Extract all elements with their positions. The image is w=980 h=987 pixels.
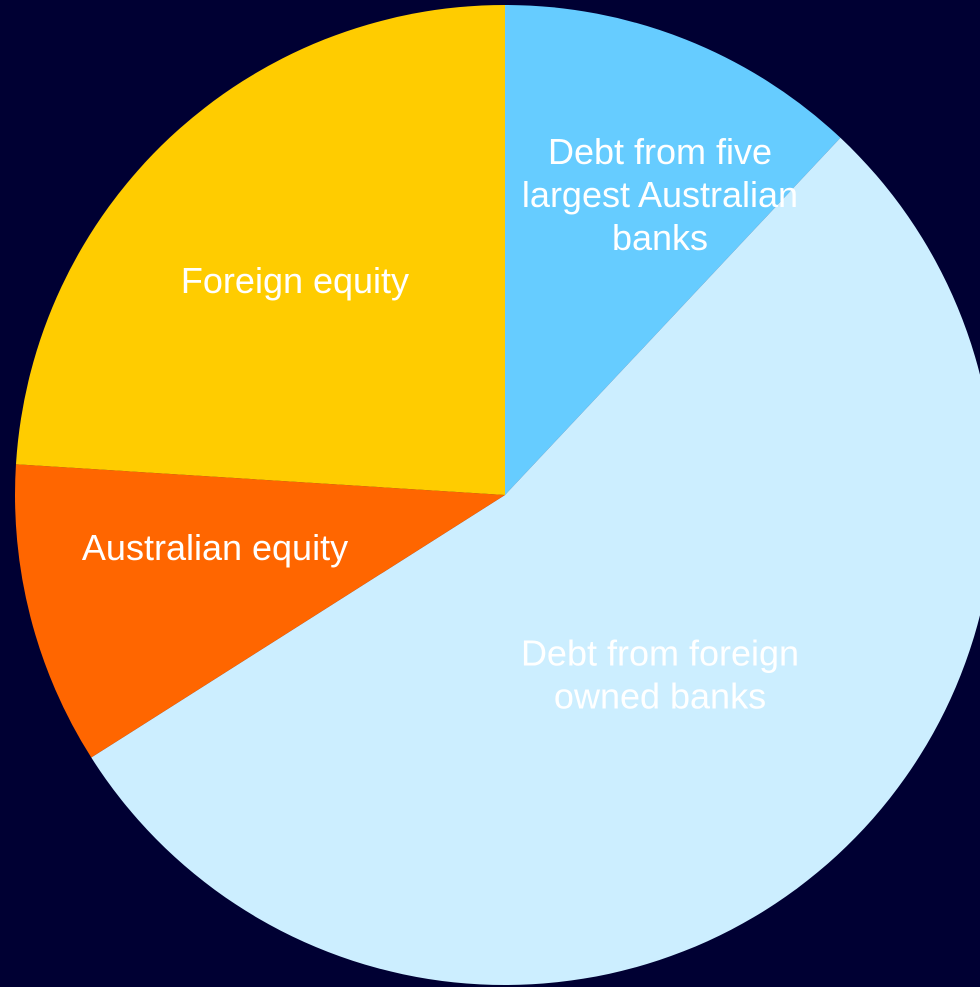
slice-label: Debt from five largest Australian banks (522, 131, 798, 258)
pie-slice (15, 464, 506, 758)
pie-slice (91, 137, 980, 985)
slice-label: Debt from foreign owned banks (521, 632, 799, 716)
pie-slice (15, 5, 506, 495)
slice-label: Foreign equity (181, 260, 409, 301)
pie-slice (505, 5, 841, 495)
slice-label: Australian equity (82, 527, 348, 568)
